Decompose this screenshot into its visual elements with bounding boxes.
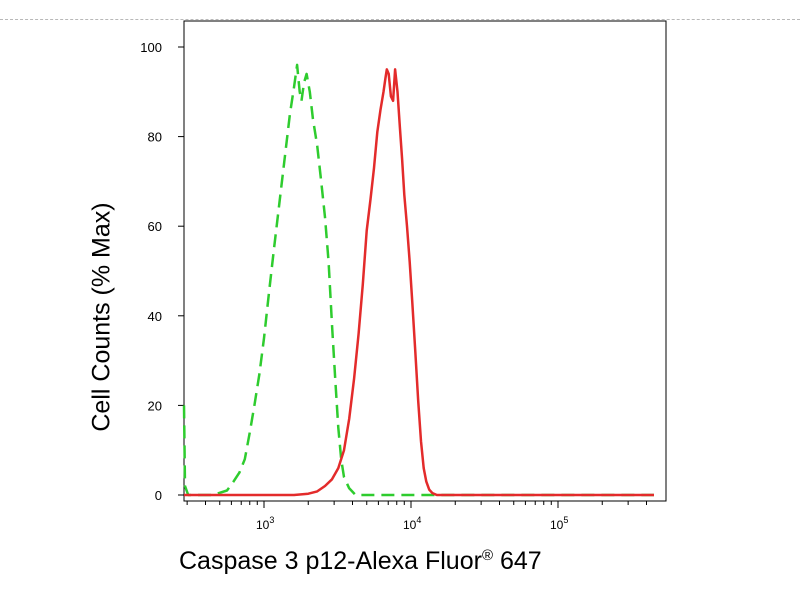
top-dashed-divider [0, 19, 800, 20]
series-layer [182, 63, 654, 497]
y-tick-label: 20 [148, 398, 162, 413]
x-tick-label: 103 [256, 515, 274, 532]
series-line-2 [184, 68, 654, 497]
y-tick-label: 60 [148, 219, 162, 234]
x-tick-label: 104 [403, 515, 421, 532]
series-line-1 [182, 63, 654, 497]
y-tick-label: 40 [148, 309, 162, 324]
x-axis-label-suffix: 647 [493, 547, 542, 575]
y-axis-label: Cell Counts (% Max) [87, 202, 116, 432]
y-tick-label: 80 [148, 130, 162, 145]
x-axis-label: Caspase 3 p12-Alexa Fluor® 647 [179, 547, 542, 576]
x-tick-label: 105 [550, 515, 568, 532]
registered-mark: ® [481, 547, 494, 564]
x-axis-label-main: Caspase 3 p12-Alexa Fluor [179, 547, 482, 575]
y-tick-label: 0 [155, 488, 162, 503]
tick-marks: 0 20 40 60 80 100 103 104 105 [140, 40, 648, 532]
plot-frame [183, 20, 667, 502]
y-tick-label: 100 [140, 40, 162, 55]
